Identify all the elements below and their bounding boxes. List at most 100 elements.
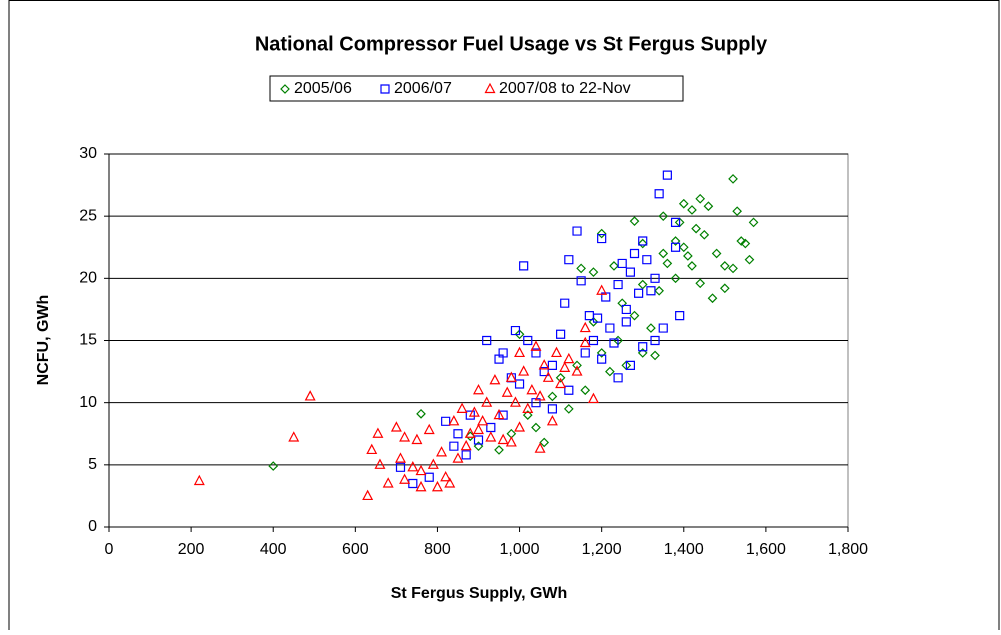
data-point [728,263,738,274]
data-point [288,431,300,442]
y-tick-label: 15 [79,332,97,349]
data-point [399,431,411,442]
data-point [431,480,443,492]
data-point [424,472,434,482]
data-point [514,329,525,340]
data-point [695,278,706,289]
data-point [719,261,730,271]
data-point [596,284,608,295]
data-point [597,233,607,244]
data-point [514,379,525,389]
data-point [423,423,435,435]
data-point [374,458,386,469]
data-point [390,421,402,432]
data-point [559,361,571,372]
data-point [452,452,464,463]
x-tick-label: 1,400 [664,541,704,558]
data-point [464,427,476,438]
data-point [539,366,549,377]
data-point [748,217,759,228]
data-point [468,406,480,417]
data-point [699,229,710,240]
data-point [613,373,623,383]
data-point [658,248,669,259]
data-point [531,348,541,358]
data-point [509,396,521,407]
data-point [576,263,586,274]
data-point [395,462,406,472]
data-point [518,365,530,376]
data-point [473,441,484,452]
data-point [408,478,418,489]
data-point [494,445,504,455]
data-point [407,461,419,472]
legend-marker [280,84,290,94]
data-point [736,236,747,246]
x-tick-label: 0 [105,541,114,558]
data-point [547,391,558,402]
data-point [637,348,648,358]
data-point [563,352,575,364]
data-point [707,293,718,304]
data-point [415,480,427,492]
data-point [564,255,574,265]
data-point [563,404,574,414]
legend-label: 2005/06 [294,80,352,97]
data-point [522,410,533,420]
x-tick-label: 600 [342,541,369,558]
data-point [477,415,489,426]
data-point [555,377,567,389]
data-point [366,443,378,455]
x-tick-label: 1,000 [500,541,540,558]
y-tick-label: 10 [79,394,97,411]
data-point [596,228,607,239]
data-point [268,461,279,471]
data-point [719,283,730,294]
data-point [621,317,631,327]
data-point [372,427,384,438]
x-tick-label: 800 [424,541,451,558]
data-point [486,422,496,433]
y-tick-label: 20 [79,270,97,287]
data-point [588,317,599,327]
data-point [505,371,517,382]
data-point [547,404,557,414]
data-point [556,329,566,339]
data-point [497,433,509,445]
data-point [538,359,550,370]
y-tick-label: 0 [88,518,97,535]
data-point [670,273,681,284]
data-point [444,477,456,488]
data-point [489,374,501,385]
data-point [530,340,542,351]
data-point [576,276,586,286]
data-point [465,410,475,420]
data-point [473,423,484,435]
data-point [662,170,672,180]
data-point [613,279,623,290]
data-point [658,323,668,333]
legend-label: 2007/08 to 22-Nov [499,80,631,97]
data-point [670,236,681,246]
data-point [572,360,582,371]
data-point [473,383,484,395]
data-point [596,348,607,358]
y-tick-label: 25 [79,207,97,224]
data-point [728,174,738,184]
data-point [498,348,508,358]
data-point [654,189,664,199]
data-point [399,473,411,484]
data-point [522,402,534,413]
data-point [638,236,648,246]
data-point [542,371,554,382]
data-point [436,446,448,457]
data-point [448,415,460,426]
data-point [670,242,681,252]
data-point [625,360,636,370]
data-point [514,421,526,432]
data-point [382,477,394,488]
data-point [695,193,706,204]
data-point [555,372,566,383]
data-point [453,429,463,439]
data-point [473,435,484,445]
